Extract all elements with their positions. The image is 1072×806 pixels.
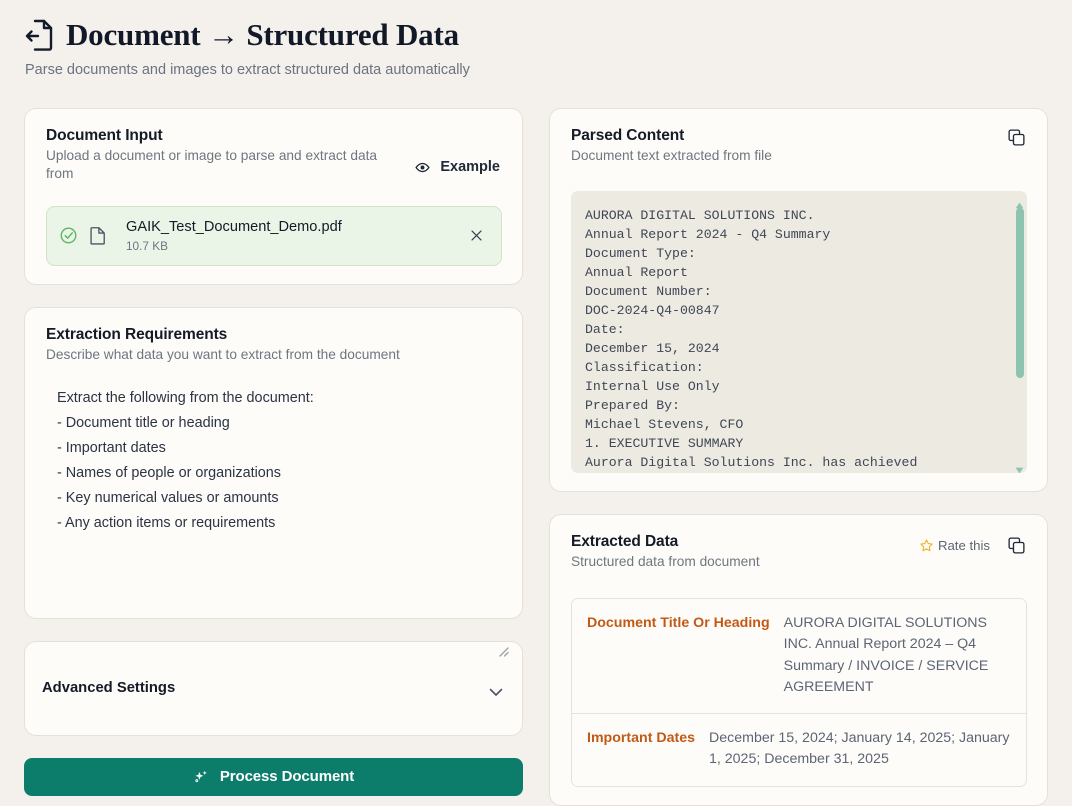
copy-extracted-data-button[interactable]	[1006, 535, 1027, 556]
scrollbar-thumb[interactable]	[1015, 208, 1024, 379]
document-input-header: Document Input Upload a document or imag…	[46, 127, 502, 184]
parsed-content-heading-group: Parsed Content Document text extracted f…	[571, 127, 772, 165]
parsed-content-text: AURORA DIGITAL SOLUTIONS INC. Annual Rep…	[585, 208, 918, 471]
uploaded-file-chip[interactable]: GAIK_Test_Document_Demo.pdf 10.7 KB	[46, 205, 502, 266]
parsed-content-scroll-area[interactable]: AURORA DIGITAL SOLUTIONS INC. Annual Rep…	[571, 191, 1027, 474]
advanced-settings-label: Advanced Settings	[42, 680, 176, 697]
extracted-data-key: Document Title Or Heading	[587, 614, 770, 631]
copy-icon	[1008, 129, 1025, 146]
extraction-requirements-input[interactable]: Extract the following from the document:…	[46, 386, 509, 657]
scroll-up-arrow-icon[interactable]	[1015, 196, 1024, 209]
page-header: Document → Structured Data Parse documen…	[0, 0, 1072, 80]
advanced-settings-card[interactable]: Advanced Settings	[24, 640, 523, 736]
close-icon	[470, 230, 483, 245]
extracted-data-value: AURORA DIGITAL SOLUTIONS INC. Annual Rep…	[783, 614, 989, 695]
parsed-content-title: Parsed Content	[571, 127, 685, 144]
process-document-button[interactable]: Process Document	[24, 757, 523, 796]
left-column: Document Input Upload a document or imag…	[24, 108, 523, 806]
remove-file-button[interactable]	[466, 225, 487, 246]
document-input-card: Document Input Upload a document or imag…	[24, 108, 523, 285]
extraction-requirements-subtitle: Describe what data you want to extract f…	[46, 346, 400, 362]
right-column: Parsed Content Document text extracted f…	[549, 108, 1048, 806]
extracted-data-value: December 15, 2024; January 14, 2025; Jan…	[709, 730, 1010, 768]
file-name: GAIK_Test_Document_Demo.pdf	[126, 219, 342, 236]
resize-handle-icon[interactable]	[496, 591, 509, 657]
copy-icon	[1008, 537, 1025, 555]
star-icon	[920, 539, 933, 552]
parsed-content-card: Parsed Content Document text extracted f…	[549, 108, 1048, 493]
scroll-down-arrow-icon[interactable]	[1015, 461, 1024, 474]
rate-this-label: Rate this	[937, 538, 990, 554]
file-icon	[90, 226, 106, 246]
document-arrow-left-icon	[24, 18, 54, 52]
extracted-data-key: Important Dates	[587, 730, 695, 747]
extracted-data-heading-group: Extracted Data Structured data from docu…	[571, 533, 760, 571]
extraction-requirements-card: Extraction Requirements Describe what da…	[24, 306, 523, 657]
sparkles-icon	[193, 769, 209, 785]
document-input-title: Document Input	[46, 127, 163, 144]
extracted-data-card: Extracted Data Structured data from docu…	[549, 514, 1048, 806]
extracted-data-table: Document Title Or Heading AURORA DIGITAL…	[571, 597, 1027, 787]
parsed-content-header: Parsed Content Document text extracted f…	[571, 127, 1027, 165]
rate-this-button[interactable]: Rate this	[918, 536, 992, 555]
extracted-data-actions: Rate this	[918, 535, 1027, 556]
extracted-data-subtitle: Structured data from document	[571, 554, 760, 570]
extracted-data-title: Extracted Data	[571, 533, 679, 551]
check-circle-icon	[59, 226, 78, 245]
chevron-down-icon[interactable]	[489, 684, 503, 696]
example-button[interactable]: Example	[415, 155, 502, 175]
file-size: 10.7 KB	[126, 238, 168, 253]
file-meta: GAIK_Test_Document_Demo.pdf 10.7 KB	[126, 219, 456, 253]
parsed-content-subtitle: Document text extracted from file	[571, 148, 772, 163]
page-header-row: Document → Structured Data	[24, 17, 1072, 52]
page-subtitle: Parse documents and images to extract st…	[25, 62, 470, 79]
document-input-subtitle: Upload a document or image to parse and …	[46, 148, 377, 182]
copy-parsed-content-button[interactable]	[1006, 127, 1027, 148]
main-columns: Document Input Upload a document or imag…	[0, 108, 1072, 806]
process-document-button-label: Process Document	[219, 768, 355, 786]
table-row: Important Dates December 15, 2024; Janua…	[572, 714, 1026, 786]
extracted-data-header: Extracted Data Structured data from docu…	[571, 533, 1027, 571]
extraction-requirements-title: Extraction Requirements	[46, 325, 228, 343]
table-row: Document Title Or Heading AURORA DIGITAL…	[572, 599, 1026, 715]
eye-icon	[415, 160, 430, 175]
page-title: Document → Structured Data	[66, 17, 459, 52]
document-input-heading-group: Document Input Upload a document or imag…	[46, 127, 398, 184]
parsed-content-scrollbar[interactable]	[1012, 191, 1027, 474]
example-button-label: Example	[440, 159, 500, 175]
